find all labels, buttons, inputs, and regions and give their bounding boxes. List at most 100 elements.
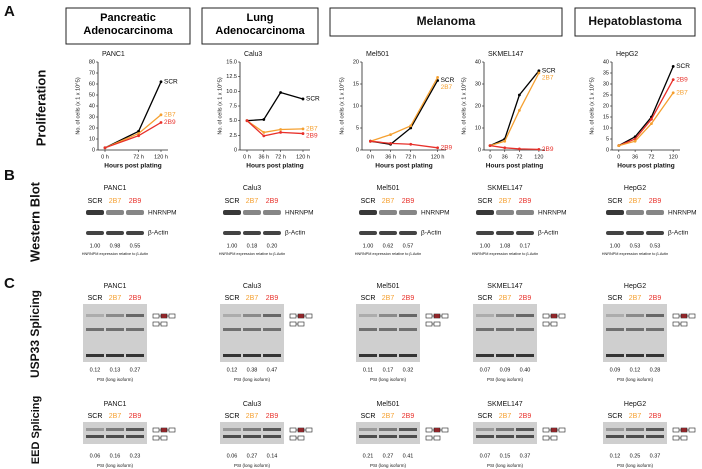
psi-value: 0.13 <box>110 367 121 373</box>
series-line <box>370 80 439 145</box>
chart-title: SKMEL147 <box>488 51 524 58</box>
isoform-exon <box>441 427 449 433</box>
caption: PSI (long isoform) <box>97 463 134 468</box>
gel <box>356 422 420 444</box>
header: Lung Adenocarcinoma <box>215 12 304 37</box>
isoform-exon <box>152 313 160 319</box>
caption: PSI (long isoform) <box>234 377 271 382</box>
caption: PSI (long isoform) <box>370 377 407 382</box>
band <box>496 314 514 317</box>
data-point <box>517 93 521 97</box>
chart-title: Mel501 <box>366 51 389 58</box>
chart-title: PANC1 <box>102 51 125 58</box>
psi-value: 0.12 <box>610 453 621 459</box>
band <box>646 328 664 331</box>
lane-label: SCR <box>608 413 623 420</box>
lane-label: 2B7 <box>246 413 259 420</box>
isoform-exon <box>680 321 688 327</box>
series-line <box>370 140 438 149</box>
lane-label: 2B7 <box>109 295 122 302</box>
data-point <box>369 139 372 143</box>
series-label: 2B9 <box>676 76 688 83</box>
header-box <box>201 7 319 45</box>
protein-label: β-Actin <box>538 230 559 237</box>
gel <box>603 422 667 444</box>
band <box>606 428 624 431</box>
band <box>606 314 624 317</box>
expression-value: 0.17 <box>520 243 531 249</box>
band <box>359 210 377 215</box>
psi-value: 0.32 <box>403 367 414 373</box>
band <box>126 210 144 215</box>
lane-label: 2B9 <box>519 413 532 420</box>
data-point <box>488 144 492 148</box>
y-tick-label: 35 <box>603 70 609 76</box>
isoform-exon <box>289 313 297 319</box>
lane-label: SCR <box>225 198 240 205</box>
gel <box>356 304 420 362</box>
psi-value: 0.14 <box>267 453 278 459</box>
caption: PSI (long isoform) <box>617 463 654 468</box>
band <box>646 314 664 317</box>
series-line <box>489 70 540 147</box>
band <box>263 210 281 215</box>
x-axis-label: Hours post plating <box>375 163 432 170</box>
protein-label: HNRNPM <box>421 210 450 217</box>
series-line <box>246 120 304 134</box>
lane-label: 2B7 <box>109 413 122 420</box>
psi-value: 0.12 <box>90 367 101 373</box>
protein-label: HNRNPM <box>668 210 697 217</box>
expression-value: 0.53 <box>630 243 641 249</box>
band <box>496 428 514 431</box>
row-label: Proliferation <box>33 70 48 147</box>
series-line <box>246 120 304 137</box>
lane-label: 2B9 <box>649 198 662 205</box>
caption: PSI (long isoform) <box>370 463 407 468</box>
lane-label: 2B9 <box>402 198 415 205</box>
lane-label: 2B9 <box>402 413 415 420</box>
band <box>476 314 494 317</box>
band <box>606 231 624 235</box>
psi-value: 0.09 <box>500 367 511 373</box>
data-point <box>245 119 249 123</box>
series-line <box>489 72 540 147</box>
band <box>243 231 261 235</box>
x-tick-label: 72 h <box>405 154 416 160</box>
band <box>399 435 417 438</box>
band <box>516 328 534 331</box>
band <box>476 210 494 215</box>
series-label: SCR <box>164 79 178 86</box>
series-label: SCR <box>542 68 556 75</box>
series-label: 2B9 <box>441 145 453 152</box>
band <box>359 328 377 331</box>
header-text: Melanoma <box>417 14 476 28</box>
isoform-exon <box>289 435 297 441</box>
psi-value: 0.06 <box>90 453 101 459</box>
data-point <box>159 113 163 117</box>
data-point <box>517 147 521 151</box>
protein-label: β-Actin <box>421 230 442 237</box>
band <box>606 328 624 331</box>
band <box>379 428 397 431</box>
lane-label: 2B7 <box>246 198 259 205</box>
series-line <box>370 77 439 142</box>
psi-value: 0.12 <box>630 367 641 373</box>
band <box>516 435 534 438</box>
band <box>106 328 124 331</box>
series-line <box>490 144 539 150</box>
psi-value: 0.27 <box>247 453 258 459</box>
band <box>223 435 241 438</box>
gel <box>83 304 147 362</box>
band <box>626 435 644 438</box>
row-label: EED Splicing <box>30 396 42 464</box>
psi-value: 0.27 <box>130 367 141 373</box>
expression-value: 1.00 <box>610 243 621 249</box>
y-tick-label: 5 <box>606 136 609 142</box>
band <box>86 231 104 235</box>
expression-value: 0.62 <box>383 243 394 249</box>
lane-label: 2B9 <box>266 198 279 205</box>
band <box>263 435 281 438</box>
y-tick-label: 20 <box>603 103 609 109</box>
expression-value: 1.00 <box>363 243 374 249</box>
isoform-exon <box>297 321 305 327</box>
